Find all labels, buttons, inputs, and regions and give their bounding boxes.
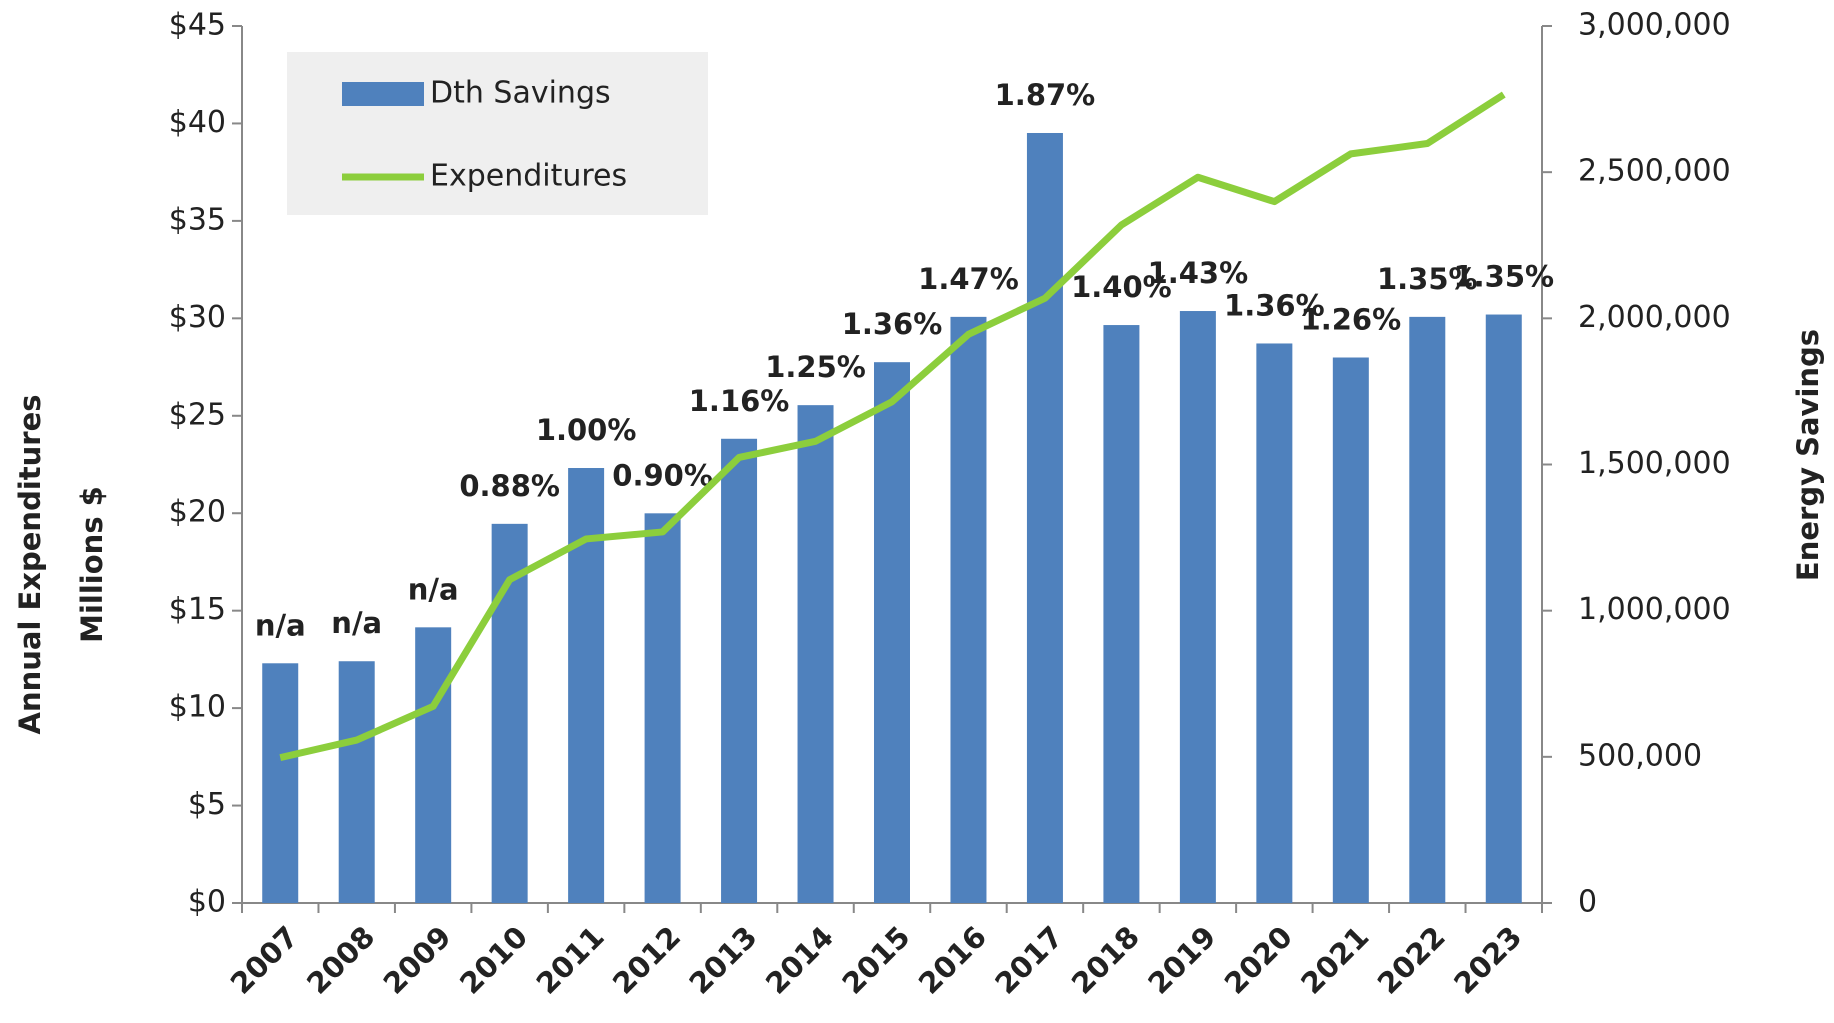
- y2-tick-label: 0: [1578, 885, 1597, 920]
- x-tick-label: 2012: [606, 920, 687, 1001]
- y-tick-label: $45: [169, 8, 226, 43]
- data-label: 1.47%: [918, 262, 1019, 296]
- y-tick-label: $25: [169, 397, 226, 432]
- bar: [797, 405, 834, 903]
- x-tick-label: 2009: [377, 920, 458, 1001]
- y-tick-label: $40: [169, 105, 226, 140]
- bar: [1256, 343, 1293, 903]
- y2-tick-label: 2,500,000: [1578, 154, 1731, 189]
- legend-label: Dth Savings: [430, 76, 611, 111]
- x-tick-label: 2008: [300, 920, 381, 1001]
- data-label: n/a: [331, 606, 382, 640]
- line: [279, 91, 1506, 762]
- data-label: 1.36%: [842, 307, 943, 341]
- legend-swatch: [342, 82, 424, 106]
- data-label: 1.40%: [1071, 270, 1172, 304]
- legend-label: Expenditures: [430, 159, 627, 194]
- bar: [721, 438, 758, 903]
- data-label: n/a: [408, 572, 459, 606]
- bar: [338, 661, 375, 903]
- y-axis-title: Annual Expenditures: [13, 394, 47, 734]
- data-label: 1.25%: [765, 350, 866, 384]
- x-tick-label: 2014: [759, 920, 840, 1001]
- bar: [491, 523, 528, 903]
- bar: [415, 627, 452, 903]
- x-tick-label: 2022: [1371, 920, 1452, 1001]
- data-label: 1.87%: [995, 78, 1096, 112]
- data-label: 1.26%: [1301, 303, 1402, 337]
- bar: [262, 663, 299, 903]
- y2-tick-label: 2,000,000: [1578, 300, 1731, 335]
- x-tick-label: 2016: [912, 920, 993, 1001]
- x-tick-label: 2010: [453, 920, 534, 1001]
- y-tick-label: $20: [169, 495, 226, 530]
- bar: [874, 362, 910, 903]
- data-label: 1.36%: [1224, 288, 1325, 322]
- y2-tick-label: 1,000,000: [1578, 592, 1731, 627]
- y2-tick-label: 500,000: [1578, 738, 1702, 773]
- y2-axis-title: Energy Savings: [1791, 329, 1825, 581]
- bar: [1103, 325, 1140, 903]
- x-tick-label: 2018: [1065, 920, 1146, 1001]
- bar: [1026, 132, 1063, 903]
- bar: [950, 316, 987, 903]
- bar: [568, 468, 605, 903]
- bar: [1485, 314, 1522, 904]
- data-label: n/a: [255, 608, 306, 642]
- x-tick-label: 2023: [1447, 920, 1528, 1001]
- x-tick-label: 2013: [683, 920, 764, 1001]
- data-label: 1.00%: [536, 413, 637, 447]
- x-tick-label: 2011: [530, 920, 611, 1001]
- data-label: 1.35%: [1453, 260, 1554, 294]
- y2-tick-label: 1,500,000: [1578, 446, 1731, 481]
- x-tick-label: 2017: [988, 920, 1069, 1001]
- y-tick-label: $30: [169, 300, 226, 335]
- y-tick-label: $15: [169, 592, 226, 627]
- x-tick-label: 2020: [1218, 920, 1299, 1001]
- x-tick-label: 2019: [1141, 920, 1222, 1001]
- y-tick-label: $0: [188, 885, 226, 920]
- bar: [1409, 316, 1446, 903]
- data-label: 1.35%: [1377, 262, 1478, 296]
- y-tick-label: $5: [188, 787, 226, 822]
- y-tick-label: $35: [169, 202, 226, 237]
- x-tick-label: 2007: [224, 920, 305, 1001]
- legend-box: [287, 52, 708, 215]
- y-tick-label: $10: [169, 690, 226, 725]
- y2-tick-label: 3,000,000: [1578, 8, 1731, 43]
- data-label: 1.43%: [1148, 256, 1249, 290]
- x-tick-label: 2015: [835, 920, 916, 1001]
- bar: [1179, 311, 1216, 903]
- bar: [1332, 357, 1369, 904]
- y-axis-title: Millions $: [75, 486, 109, 643]
- data-label: 0.88%: [459, 469, 560, 503]
- data-label: 1.16%: [689, 384, 790, 418]
- bar: [644, 513, 681, 903]
- data-label: 0.90%: [612, 458, 713, 492]
- x-tick-label: 2021: [1294, 920, 1375, 1001]
